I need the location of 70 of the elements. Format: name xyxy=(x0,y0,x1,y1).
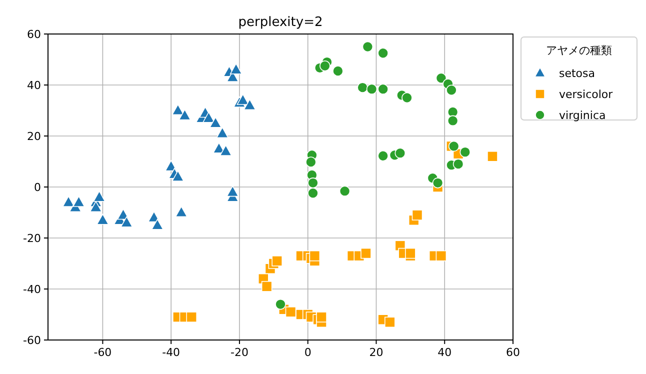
point xyxy=(412,210,423,220)
point xyxy=(446,84,457,96)
y-tick-label: 40 xyxy=(27,79,41,92)
point xyxy=(366,84,378,94)
point xyxy=(447,106,458,118)
point xyxy=(285,306,296,318)
point xyxy=(452,158,464,170)
x-tick-label: -40 xyxy=(162,346,180,359)
chart-title: perplexity=2 xyxy=(238,15,323,30)
y-tick-label: 60 xyxy=(27,28,41,41)
legend-label: versicolor xyxy=(559,88,614,101)
point xyxy=(460,146,471,158)
point xyxy=(272,256,282,266)
point xyxy=(261,281,272,292)
point xyxy=(226,186,239,197)
point xyxy=(405,248,416,259)
point xyxy=(360,248,372,259)
point xyxy=(186,312,198,322)
point xyxy=(151,218,164,230)
point xyxy=(447,115,458,126)
legend-label: virginica xyxy=(559,109,606,122)
y-tick-label: -60 xyxy=(23,334,41,347)
point xyxy=(120,216,133,228)
point xyxy=(378,48,388,59)
legend-title: アヤメの種類 xyxy=(546,44,612,57)
point xyxy=(316,312,327,322)
point xyxy=(172,170,184,182)
point xyxy=(432,178,444,188)
x-tick-label: 0 xyxy=(304,346,312,359)
x-tick-label: 40 xyxy=(438,346,452,359)
point xyxy=(96,214,109,225)
x-tick-label: -60 xyxy=(94,346,112,359)
point xyxy=(402,92,412,104)
point xyxy=(209,116,222,128)
x-tick-label: -20 xyxy=(230,346,248,359)
point xyxy=(357,82,368,93)
point xyxy=(244,99,256,110)
y-tick-label: -40 xyxy=(23,283,41,296)
x-tick-label: 20 xyxy=(369,346,384,359)
point xyxy=(230,63,242,74)
point xyxy=(93,190,106,202)
point xyxy=(309,250,320,262)
point xyxy=(90,201,102,212)
point xyxy=(332,66,344,76)
point xyxy=(236,94,249,105)
y-tick-label: 20 xyxy=(27,130,41,143)
point xyxy=(216,127,228,138)
point xyxy=(308,188,318,199)
point xyxy=(220,144,232,156)
point xyxy=(308,178,318,188)
point xyxy=(487,151,498,162)
point xyxy=(178,109,191,120)
point xyxy=(436,250,447,262)
point xyxy=(275,298,286,310)
point xyxy=(448,140,460,152)
point xyxy=(436,72,447,84)
y-tick-label: 0 xyxy=(34,181,41,194)
point xyxy=(394,148,406,158)
point xyxy=(306,156,316,168)
point xyxy=(362,41,374,52)
x-tick-label: 60 xyxy=(506,346,520,359)
legend-label: setosa xyxy=(559,67,596,80)
y-tick-label: -20 xyxy=(23,232,41,245)
point xyxy=(378,84,388,94)
point xyxy=(339,186,350,196)
point xyxy=(320,60,330,72)
point xyxy=(175,206,188,218)
point xyxy=(72,196,85,207)
point xyxy=(378,150,388,162)
point xyxy=(384,316,396,328)
